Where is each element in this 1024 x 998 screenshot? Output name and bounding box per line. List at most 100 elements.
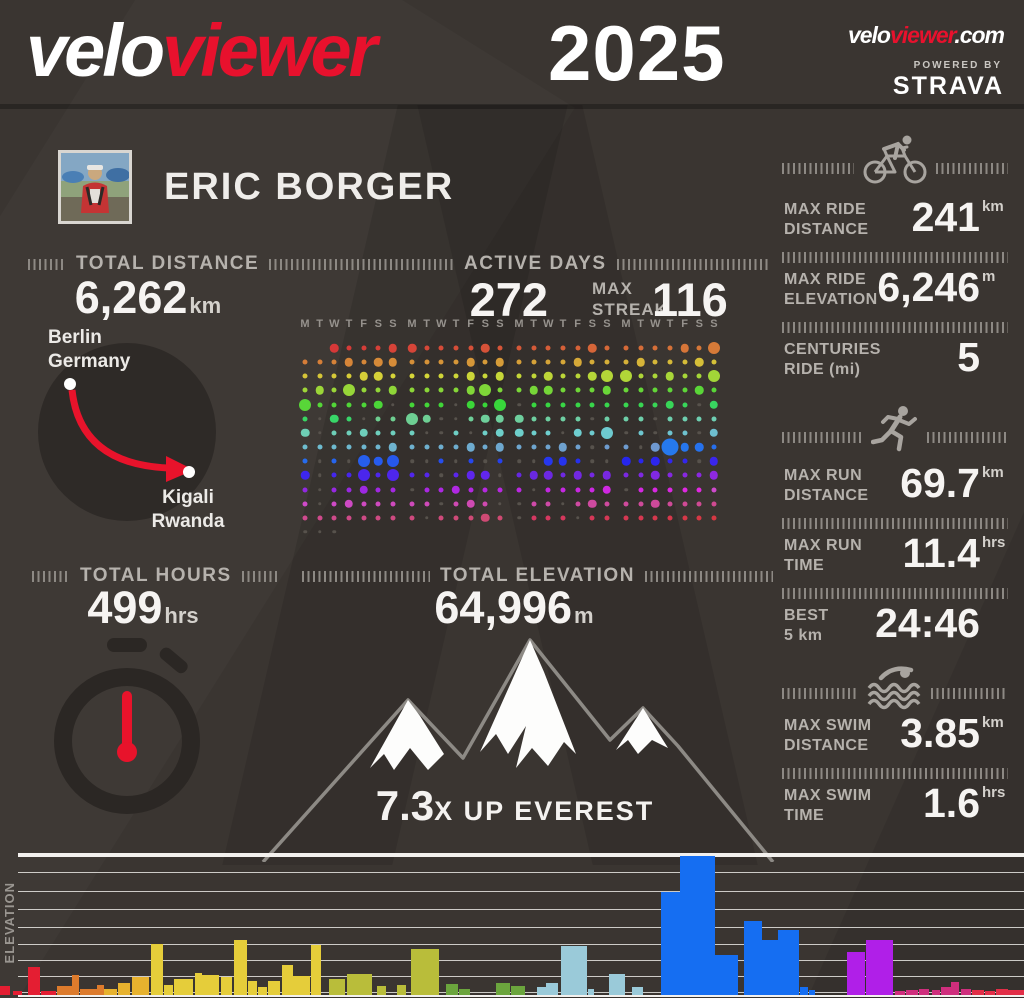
elevation-bar — [293, 976, 310, 995]
activity-dot — [438, 444, 444, 450]
gridline — [18, 927, 1024, 928]
activity-dot — [361, 345, 367, 351]
activity-dot — [588, 343, 597, 353]
day-label: M — [514, 318, 524, 330]
activity-dot — [409, 472, 415, 478]
activity-dot — [558, 456, 568, 466]
activity-dot — [531, 373, 537, 379]
activity-dot — [560, 416, 566, 422]
activity-dot — [588, 372, 597, 381]
activity-dot — [302, 416, 308, 422]
day-label: M — [407, 318, 417, 330]
activity-dot — [575, 402, 581, 408]
year-label: 2025 — [548, 9, 726, 97]
activity-dot — [439, 417, 444, 421]
activity-dot — [575, 444, 581, 450]
activity-dot — [652, 387, 658, 393]
activity-dot — [359, 428, 368, 438]
activity-dot — [651, 499, 660, 508]
activity-dot — [544, 386, 553, 395]
tick-strip — [782, 162, 854, 174]
activity-dot — [482, 501, 488, 507]
elevation-bar — [347, 974, 372, 995]
activity-dot — [589, 472, 595, 478]
route-from-label: Berlin Germany — [48, 327, 131, 372]
activity-dot — [453, 345, 459, 351]
activity-dot — [652, 373, 658, 379]
activity-dot — [454, 417, 458, 421]
baseline — [18, 995, 1024, 997]
activity-dot — [361, 501, 367, 507]
max-run-time: MAX RUN TIME 11.4 hrs — [784, 530, 1006, 576]
activity-dot — [667, 430, 673, 436]
elevation-bar — [632, 987, 643, 995]
activity-dot — [317, 417, 322, 421]
activity-dot — [560, 487, 566, 492]
activity-dot — [438, 402, 444, 408]
activity-dot — [375, 345, 381, 351]
elevation-bar — [329, 979, 345, 995]
tick-strip — [32, 570, 70, 582]
day-label: S — [603, 318, 611, 330]
centuries-ride: CENTURIES RIDE (mi) 5 — [784, 334, 980, 380]
activity-dot — [665, 400, 675, 409]
activity-dot — [495, 428, 505, 438]
activity-dot — [575, 416, 581, 422]
activity-dot — [696, 345, 702, 351]
activity-dot — [424, 501, 430, 507]
activity-dot — [517, 501, 521, 506]
elevation-bar — [972, 990, 984, 995]
activity-dot — [375, 487, 381, 492]
activity-dot — [638, 501, 644, 507]
activity-dot — [561, 431, 565, 435]
activity-dot — [375, 430, 381, 436]
elevation-bar — [397, 985, 406, 995]
activity-dot — [331, 359, 337, 365]
activity-dot — [453, 359, 459, 365]
everest-mountains-graphic — [261, 638, 775, 862]
activity-dot — [589, 402, 595, 408]
activity-dot — [661, 438, 679, 456]
activity-dot — [589, 430, 595, 436]
activity-dot — [361, 387, 367, 393]
activity-dot — [560, 345, 566, 351]
activity-dot — [302, 501, 308, 507]
activity-dot — [680, 442, 689, 452]
activity-dot — [697, 459, 702, 463]
avatar — [58, 150, 132, 224]
elevation-bar — [13, 991, 22, 995]
elevation-bar — [234, 940, 247, 995]
elevation-bar — [268, 981, 280, 995]
activity-dot — [481, 513, 490, 523]
gridline — [18, 891, 1024, 892]
tick-strip — [927, 431, 1008, 443]
activity-dot — [667, 416, 673, 422]
elevation-bar — [0, 986, 10, 995]
day-label: T — [637, 318, 645, 330]
activity-dot — [623, 515, 629, 521]
activity-dot — [560, 387, 566, 393]
elevation-bar — [895, 991, 905, 995]
veloviewer-site-link[interactable]: veloviewer.com — [847, 22, 1005, 48]
activity-dot — [375, 416, 381, 422]
activity-dot — [317, 373, 323, 379]
swimmer-icon — [867, 666, 921, 710]
elevation-bar — [561, 946, 587, 995]
activity-dot — [438, 373, 444, 379]
activity-dot — [359, 372, 368, 381]
activity-dot — [409, 387, 415, 393]
activity-dot — [451, 485, 461, 494]
activity-dot — [707, 370, 720, 383]
activity-dot — [623, 501, 629, 507]
activity-dot — [682, 430, 688, 436]
activity-dot — [342, 384, 355, 397]
activity-dot — [545, 487, 551, 492]
elevation-bar — [744, 921, 762, 995]
activity-dot — [652, 359, 658, 365]
activity-dot — [544, 471, 553, 480]
activity-dot — [514, 414, 524, 423]
activity-dot — [466, 357, 475, 367]
activity-dot — [652, 515, 658, 521]
activity-dot — [495, 414, 505, 423]
activity-dot — [697, 402, 702, 407]
